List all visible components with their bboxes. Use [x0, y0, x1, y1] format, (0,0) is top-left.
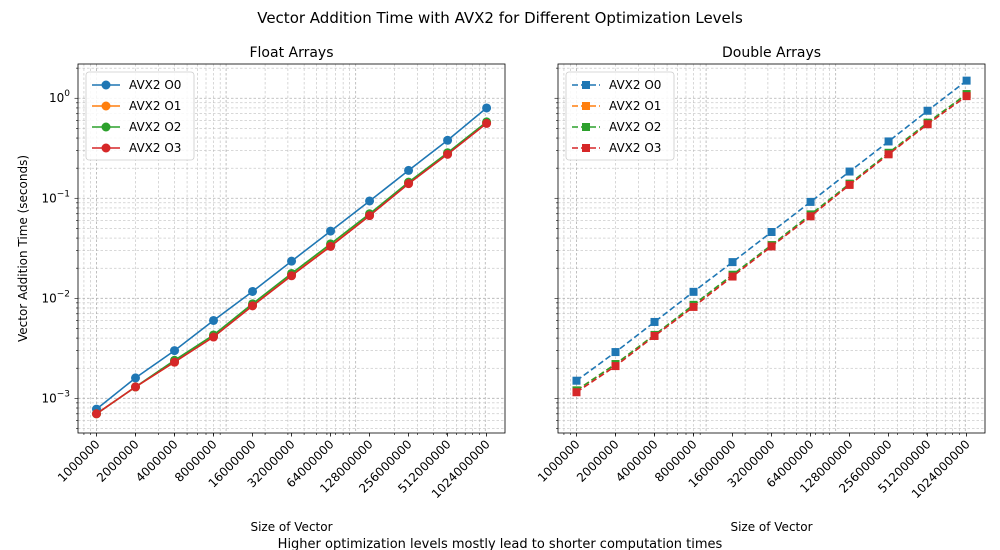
float-legend-label: AVX2 O3 [129, 141, 181, 155]
float-data-point [404, 179, 414, 189]
float-panel-title: Float Arrays [249, 45, 333, 61]
float-data-point [91, 409, 101, 419]
float-data-point [443, 149, 453, 159]
float-y-tick-label: 10−1 [41, 189, 70, 205]
double-data-point [611, 348, 620, 357]
float-data-point [482, 118, 492, 128]
float-y-tick-label: 10−2 [41, 289, 70, 305]
double-data-point [572, 388, 581, 397]
double-data-point [884, 137, 893, 146]
double-data-point [845, 180, 854, 189]
float-series-group [91, 103, 492, 419]
double-legend: AVX2 O0 AVX2 O1 AVX2 O2 AVX2 O3 [565, 71, 675, 161]
double-data-point [845, 167, 854, 176]
float-legend-marker [101, 143, 111, 153]
float-legend-label: AVX2 O1 [129, 99, 181, 113]
float-y-tick-label: 10−3 [41, 389, 70, 405]
double-legend-label: AVX2 O3 [609, 141, 661, 155]
float-grid [78, 64, 505, 433]
float-data-point [170, 346, 180, 356]
figure-suptitle: Vector Addition Time with AVX2 for Diffe… [257, 9, 743, 27]
float-y-ticks: 10−3 10−2 10−1 100 [41, 67, 78, 429]
double-legend-marker [582, 144, 590, 152]
float-data-point [130, 382, 140, 392]
float-data-point [326, 241, 336, 251]
double-legend-label: AVX2 O2 [609, 120, 661, 134]
double-data-point [650, 331, 659, 340]
float-data-point [287, 271, 297, 281]
double-data-point [962, 92, 971, 101]
float-data-point [130, 373, 140, 383]
float-data-point [287, 256, 297, 266]
float-legend-marker [101, 101, 111, 111]
float-data-point [248, 286, 258, 296]
float-data-point [170, 357, 180, 367]
float-data-point [365, 211, 375, 221]
double-data-point [611, 362, 620, 371]
float-legend: AVX2 O0 AVX2 O1 AVX2 O2 AVX2 O3 [85, 71, 195, 161]
double-legend-marker [582, 123, 590, 131]
float-data-point [443, 135, 453, 145]
double-grid [558, 64, 985, 433]
double-legend-box [565, 71, 675, 161]
double-legend-label: AVX2 O1 [609, 99, 661, 113]
double-data-point [962, 76, 971, 85]
double-panel-title: Double Arrays [722, 45, 821, 61]
double-data-point [689, 287, 698, 296]
float-data-point [482, 103, 492, 113]
float-legend-label: AVX2 O0 [129, 78, 181, 92]
float-x-axis-label: Size of Vector [250, 520, 332, 534]
double-data-point [650, 317, 659, 326]
float-data-point [248, 301, 258, 311]
figure-caption: Higher optimization levels mostly lead t… [278, 537, 723, 550]
double-y-ticks [554, 67, 558, 429]
double-data-point [923, 106, 932, 115]
double-data-point [728, 272, 737, 281]
double-legend-marker [582, 102, 590, 110]
float-y-tick-label: 100 [49, 89, 70, 105]
float-data-point [365, 196, 375, 206]
double-data-point [767, 228, 776, 237]
float-y-axis-label: Vector Addition Time (seconds) [16, 155, 30, 342]
float-legend-box [85, 71, 195, 161]
double-legend-marker [582, 81, 590, 89]
float-data-point [209, 315, 219, 325]
double-x-axis-label: Size of Vector [730, 520, 812, 534]
double-data-point [806, 197, 815, 206]
double-data-point [884, 150, 893, 159]
double-legend-label: AVX2 O0 [609, 78, 661, 92]
float-data-point [326, 226, 336, 236]
double-data-point [767, 242, 776, 251]
float-legend-marker [101, 80, 111, 90]
float-data-point [404, 165, 414, 175]
double-series-group [572, 76, 971, 397]
float-legend-marker [101, 122, 111, 132]
double-data-point [572, 376, 581, 385]
float-legend-label: AVX2 O2 [129, 120, 181, 134]
double-data-point [689, 302, 698, 311]
double-data-point [806, 212, 815, 221]
float-data-point [209, 332, 219, 342]
double-data-point [728, 258, 737, 267]
double-data-point [923, 120, 932, 129]
